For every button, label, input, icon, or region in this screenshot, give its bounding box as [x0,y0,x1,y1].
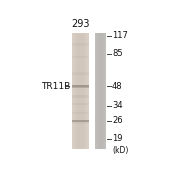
Bar [100,33,101,149]
Bar [88,33,89,149]
Bar [72,120,89,122]
Bar [87,33,88,149]
Bar [84,33,85,149]
Bar [72,33,73,149]
Bar [72,120,89,122]
Bar [96,33,97,149]
Bar [72,122,89,124]
Bar [72,43,89,46]
Bar [102,33,103,149]
Text: 85: 85 [112,49,123,58]
Bar [81,33,82,149]
Text: 19: 19 [112,134,123,143]
Bar [72,33,89,149]
Bar [79,33,80,149]
Text: 26: 26 [112,116,123,125]
Bar [72,95,89,98]
Bar [85,33,86,149]
Bar [105,33,106,149]
Bar [86,33,87,149]
Bar [99,33,100,149]
Bar [83,33,84,149]
Bar [77,33,78,149]
Bar [103,33,104,149]
Text: --: -- [65,82,71,91]
Bar [72,56,89,58]
Bar [72,103,89,105]
Bar [101,33,102,149]
Bar [80,33,81,149]
Bar [72,86,89,87]
Text: 34: 34 [112,101,123,110]
Bar [72,112,89,114]
Bar [72,72,89,75]
Bar [78,33,79,149]
Bar [74,33,75,149]
Text: TR11B: TR11B [41,82,70,91]
Bar [98,33,99,149]
Bar [75,33,76,149]
Bar [76,33,77,149]
Bar [82,33,83,149]
Text: 293: 293 [71,19,90,29]
Bar [97,33,98,149]
Text: 117: 117 [112,31,128,40]
Bar [73,33,74,149]
Bar [95,33,96,149]
Bar [104,33,105,149]
Text: 48: 48 [112,82,123,91]
Bar [72,85,89,88]
Text: (kD): (kD) [113,147,129,156]
